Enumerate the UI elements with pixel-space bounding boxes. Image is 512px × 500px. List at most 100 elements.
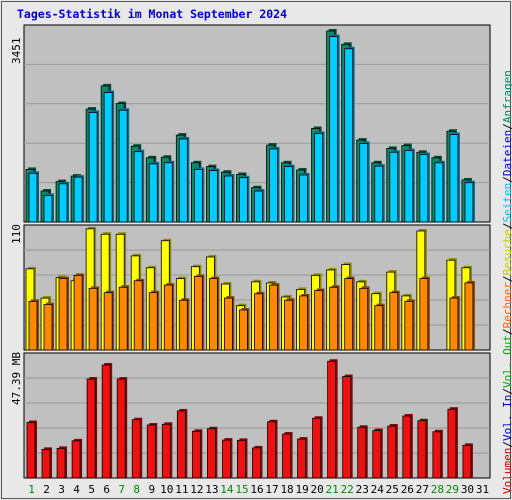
bar-volumen [146,424,156,479]
bar-volumen [101,364,111,479]
bar-volumen [402,415,412,479]
bar-rechner [88,287,98,351]
bar-rechner [344,278,354,351]
x-tick-label: 29 [446,483,459,496]
bar-rechner [43,304,53,351]
bar-seiten [208,170,218,223]
x-tick-label: 14 [220,483,234,496]
bar-rechner [269,284,278,351]
bar-rechner [329,286,339,351]
x-tick-label: 28 [431,483,444,496]
bar-rechner [208,278,218,351]
bar-seiten [43,195,53,223]
bar-rechner [359,287,369,351]
bar-rechner [449,297,459,351]
x-tick-label: 18 [280,483,293,496]
bar-rechner [193,276,203,351]
x-tick-label: 4 [73,483,80,496]
x-tick-label: 17 [265,483,278,496]
bar-volumen [191,430,201,479]
bar-volumen [86,378,96,479]
bar-rechner [314,290,324,351]
bar-seiten [299,174,308,223]
bar-rechner [299,295,308,351]
bar-volumen [41,448,51,479]
bar-seiten [419,154,429,223]
bar-volumen [387,425,397,479]
bar-volumen [432,431,442,479]
bar-volumen [222,439,231,479]
x-tick-label: 22 [341,483,354,496]
bar-seiten [344,48,354,223]
bar-rechner [178,299,188,351]
x-tick-label: 31 [476,483,489,496]
bar-rechner [389,292,399,351]
x-tick-label: 7 [118,483,125,496]
x-tick-label: 23 [356,483,369,496]
chart-title: Tages-Statistik im Monat September 2024 [17,7,288,21]
bar-rechner [103,292,113,351]
bar-volumen [357,426,367,479]
x-tick-label: 15 [235,483,248,496]
x-tick-label: 9 [148,483,155,496]
bar-seiten [434,162,444,223]
bar-rechner [239,309,248,351]
bar-seiten [148,163,158,223]
x-tick-label: 26 [401,483,414,496]
x-tick-label: 8 [133,483,140,496]
bar-volumen [161,423,171,479]
x-tick-label: 12 [190,483,203,496]
bar-seiten [284,166,293,223]
bar-volumen [462,444,472,479]
bar-seiten [178,138,188,223]
bar-volumen [71,440,81,479]
bar-volumen [116,378,126,479]
bar-seiten [224,175,233,223]
bar-volumen [342,376,352,479]
bar-rechner [404,300,414,351]
x-tick-label: 20 [311,483,324,496]
bar-volumen [372,430,382,479]
bar-rechner [284,299,293,351]
bar-volumen [312,417,322,479]
bar-seiten [28,172,38,223]
x-tick-label: 13 [205,483,218,496]
bar-seiten [464,182,474,223]
bar-volumen [26,422,36,479]
x-tick-label: 3 [58,483,65,496]
bar-volumen [417,420,427,479]
x-tick-label: 25 [386,483,399,496]
bar-volumen [56,447,66,479]
x-tick-label: 2 [43,483,50,496]
x-tick-label: 10 [160,483,173,496]
bar-volumen [176,410,186,479]
bar-seiten [73,176,83,223]
bar-rechner [374,305,384,351]
bar-seiten [329,36,339,223]
bar-rechner [73,274,83,351]
bar-volumen [237,439,246,479]
bar-volumen [206,428,216,479]
x-tick-label: 5 [88,483,95,496]
bar-rechner [118,286,128,351]
bar-rechner [254,293,263,351]
bar-seiten [359,143,369,223]
bar-rechner [163,284,173,351]
bar-volumen [297,438,306,479]
bar-volumen [327,360,337,479]
bar-rechner [58,278,68,351]
bar-seiten [88,112,98,223]
x-tick-label: 1 [28,483,35,496]
bar-seiten [314,133,324,223]
bar-rechner [28,300,38,351]
bar-seiten [374,165,384,223]
bar-seiten [404,150,414,223]
bar-seiten [193,169,203,223]
x-tick-label: 24 [371,483,385,496]
x-tick-label: 21 [326,483,339,496]
bar-seiten [133,151,143,223]
bar-seiten [449,134,459,223]
bar-seiten [118,109,128,223]
bar-volumen [447,408,457,479]
